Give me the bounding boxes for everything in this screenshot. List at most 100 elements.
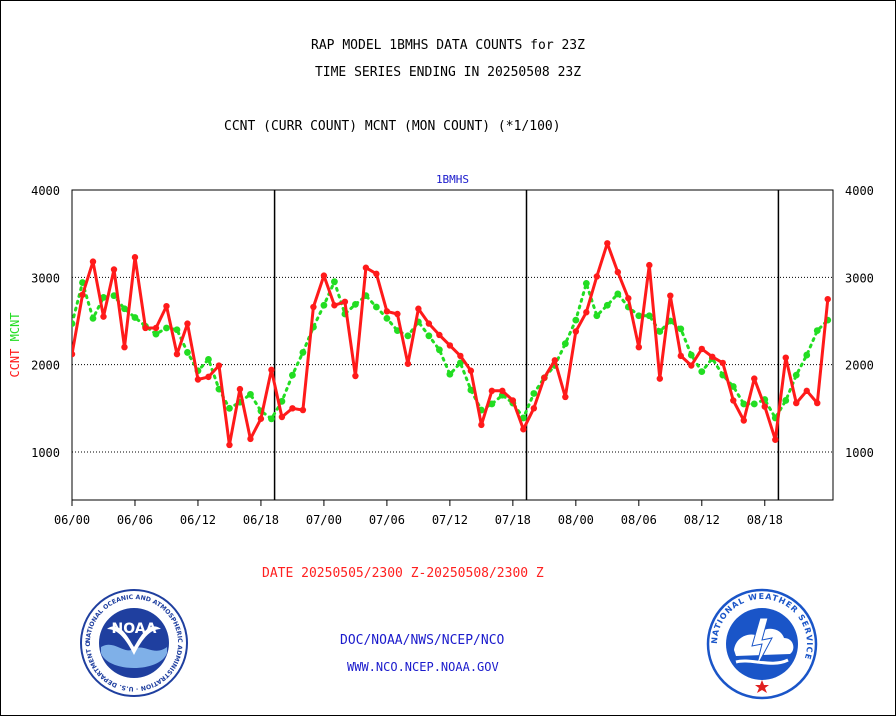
ccnt-data-point — [614, 268, 622, 276]
ccnt-data-point — [719, 359, 726, 367]
ccnt-data-point — [184, 320, 191, 327]
ccnt-data-point — [100, 313, 107, 320]
y-tick-label-right: 2000 — [845, 359, 874, 373]
mcnt-data-point — [656, 328, 664, 335]
ccnt-data-point — [404, 360, 412, 367]
mcnt-data-point — [352, 300, 359, 308]
ccnt-data-point — [289, 405, 296, 412]
ccnt-data-point — [478, 421, 485, 429]
mcnt-data-point — [446, 370, 454, 378]
ccnt-data-point — [530, 405, 538, 412]
mcnt-data-point — [750, 400, 758, 408]
ccnt-data-point — [604, 240, 611, 247]
ccnt-data-point — [541, 374, 548, 381]
mcnt-data-point — [645, 312, 653, 320]
ccnt-data-point — [131, 254, 139, 261]
ccnt-data-point — [226, 441, 233, 449]
mcnt-data-point — [729, 383, 737, 390]
mcnt-data-point — [782, 397, 790, 404]
ccnt-data-point — [457, 352, 464, 360]
ccnt-data-point — [89, 258, 97, 265]
x-tick-label: 08/00 — [558, 513, 594, 527]
ccnt-data-point — [499, 387, 506, 395]
mcnt-data-point — [72, 320, 76, 328]
ccnt-data-point — [551, 357, 559, 364]
mcnt-data-point — [593, 312, 601, 320]
ccnt-data-point — [436, 331, 443, 339]
ccnt-data-point — [121, 343, 128, 351]
chart-subtitle: CCNT (CURR COUNT) MCNT (MON COUNT) (*1/1… — [224, 119, 561, 134]
mcnt-data-point — [373, 303, 380, 311]
ccnt-data-point — [793, 399, 800, 407]
ccnt-axis-label: CCNT — [8, 349, 22, 378]
mcnt-data-point — [456, 359, 464, 367]
mcnt-data-point — [572, 316, 580, 324]
ccnt-data-point — [520, 426, 527, 433]
ccnt-data-point — [446, 342, 454, 349]
ccnt-data-point — [110, 266, 118, 273]
plot-title: 1BMHS — [436, 173, 469, 186]
ccnt-data-point — [383, 308, 391, 315]
mcnt-data-point — [383, 314, 391, 322]
y-tick-label-right: 3000 — [845, 271, 874, 285]
ccnt-data-point — [698, 345, 705, 353]
mcnt-data-point — [320, 301, 328, 309]
noaa-logo: NATIONAL OCEANIC AND ATMOSPHERIC ADMINIS… — [80, 589, 188, 697]
mcnt-data-point — [582, 280, 590, 287]
ccnt-data-point — [215, 362, 223, 369]
x-tick-label: 06/12 — [180, 513, 216, 527]
ccnt-data-point — [352, 372, 359, 380]
mcnt-data-point — [614, 290, 622, 298]
mcnt-data-point — [79, 279, 86, 286]
ccnt-data-point — [72, 350, 76, 358]
mcnt-data-point — [205, 356, 212, 363]
mcnt-axis-label: MCNT — [8, 312, 22, 348]
ccnt-data-point — [803, 387, 810, 395]
mcnt-data-point — [467, 386, 475, 394]
y-tick-label-left: 1000 — [31, 446, 60, 460]
ccnt-data-point — [425, 320, 433, 327]
ccnt-data-point — [467, 367, 475, 374]
ccnt-data-point — [709, 353, 716, 360]
ccnt-data-point — [152, 324, 160, 332]
ccnt-data-point — [373, 270, 380, 278]
ccnt-data-point — [310, 303, 317, 311]
y-tick-label-left: 4000 — [31, 184, 60, 198]
ccnt-data-point — [362, 264, 370, 271]
mcnt-data-point — [131, 314, 139, 321]
y-tick-label-right: 4000 — [845, 184, 874, 198]
y-tick-label-right: 1000 — [845, 446, 874, 460]
ccnt-data-point — [331, 302, 338, 309]
mcnt-data-point — [163, 324, 170, 332]
ccnt-data-point — [278, 413, 286, 421]
org-label: DOC/NOAA/NWS/NCEP/NCO — [340, 633, 505, 648]
ccnt-data-point — [772, 436, 779, 443]
website-link[interactable]: WWW.NCO.NCEP.NOAA.GOV — [347, 660, 499, 674]
ccnt-data-point — [593, 273, 601, 280]
mcnt-data-point — [687, 351, 695, 359]
mcnt-data-point — [519, 414, 527, 422]
ccnt-data-point — [688, 362, 695, 369]
plot-area-frame — [71, 189, 834, 501]
x-tick-label: 07/00 — [306, 513, 342, 527]
ccnt-data-point — [163, 302, 170, 310]
mcnt-data-point — [740, 400, 748, 408]
ccnt-data-point — [667, 292, 674, 299]
ccnt-data-point — [488, 387, 496, 395]
x-tick-label: 07/06 — [369, 513, 405, 527]
chart-title-line1: RAP MODEL 1BMHS DATA COUNTS for 23Z — [311, 38, 585, 53]
mcnt-data-point — [226, 404, 233, 412]
ccnt-data-point — [730, 397, 737, 404]
mcnt-data-point — [698, 368, 706, 376]
x-tick-label: 06/06 — [117, 513, 153, 527]
mcnt-data-point — [404, 332, 412, 340]
mcnt-data-point — [803, 351, 811, 359]
mcnt-data-point — [488, 400, 496, 408]
ccnt-data-point — [194, 376, 202, 383]
mcnt-data-point — [677, 325, 685, 333]
y-axis-label: CCNT MCNT — [8, 312, 22, 377]
mcnt-data-point — [89, 314, 97, 322]
x-tick-label: 06/18 — [243, 513, 279, 527]
ccnt-data-point — [299, 406, 307, 414]
